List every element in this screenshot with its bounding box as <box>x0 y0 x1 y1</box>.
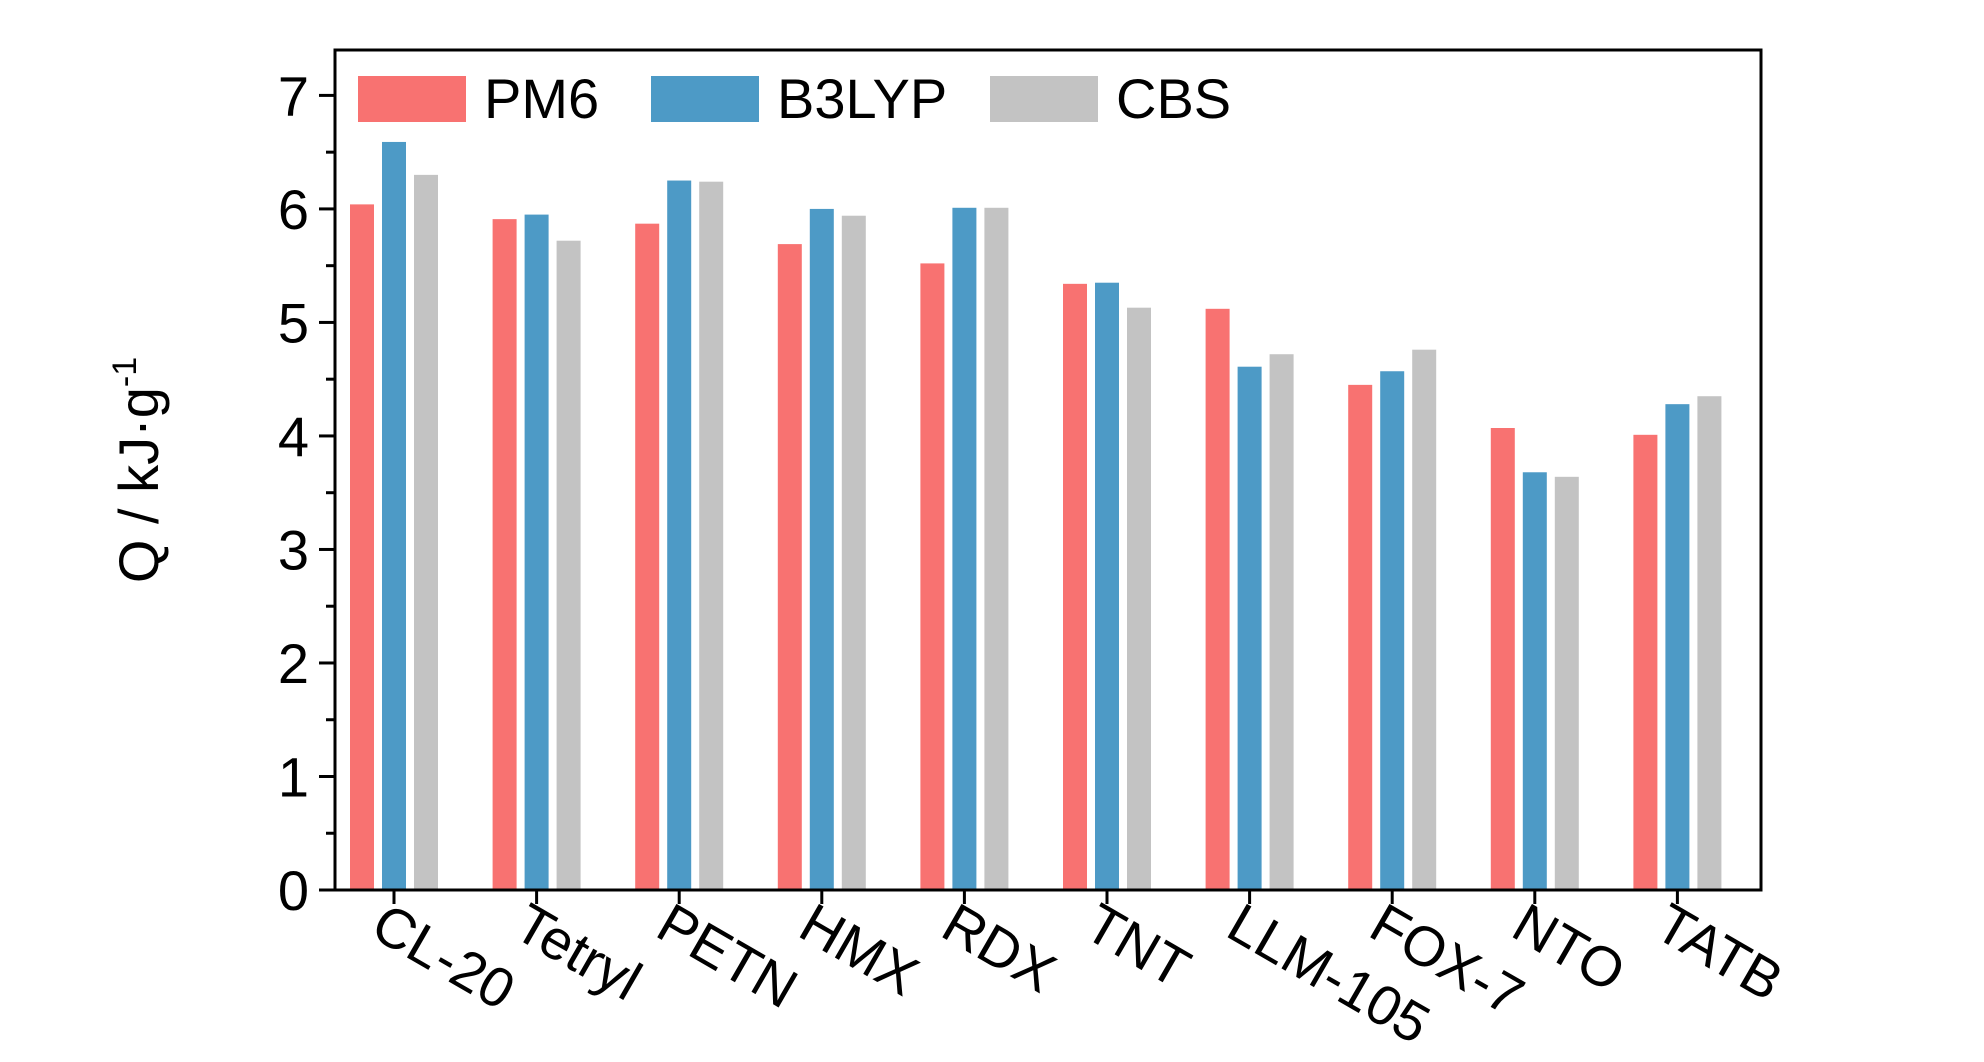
legend-swatch-b3lyp <box>651 76 759 122</box>
bar-cbs-llm-105 <box>1269 354 1294 891</box>
y-axis-title-main: Q / kJ·g <box>107 387 170 583</box>
bar-cbs-cl-20 <box>414 174 438 890</box>
bar-b3lyp-tatb <box>1665 404 1690 890</box>
bar-cbs-rdx <box>984 207 1009 890</box>
legend-label-pm6: PM6 <box>484 67 599 130</box>
bar-b3lyp-tnt <box>1095 282 1119 890</box>
bar-cbs-tnt <box>1127 307 1151 891</box>
bar-pm6-petn <box>635 223 660 891</box>
x-tick-label-tetryl: Tetryl <box>505 891 652 1012</box>
y-tick-label: 4 <box>278 405 309 468</box>
y-tick-label: 5 <box>278 291 309 354</box>
bar-pm6-tetryl <box>492 219 517 890</box>
x-tick-label-rdx: RDX <box>932 891 1066 1005</box>
bar-b3lyp-llm-105 <box>1237 366 1262 890</box>
legend-swatch-cbs <box>990 76 1098 122</box>
bar-cbs-nto <box>1554 476 1579 890</box>
y-tick-label: 3 <box>278 518 309 581</box>
y-axis: 0 1 2 3 4 5 6 7 <box>278 64 335 922</box>
bar-b3lyp-petn <box>667 180 692 891</box>
bar-cbs-hmx <box>841 215 866 890</box>
bar-pm6-rdx <box>920 263 945 890</box>
bars-layer <box>350 141 1722 891</box>
y-tick-label: 0 <box>278 859 309 922</box>
x-tick-label-hmx: HMX <box>790 891 929 1008</box>
legend-label-cbs: CBS <box>1116 67 1231 130</box>
bar-b3lyp-hmx <box>809 208 834 890</box>
y-axis-title-superscript: -1 <box>106 357 144 387</box>
y-tick-label: 2 <box>278 632 309 695</box>
bar-pm6-fox-7 <box>1348 384 1373 890</box>
bar-cbs-tatb <box>1697 396 1722 890</box>
bar-b3lyp-cl-20 <box>382 141 406 891</box>
y-tick-label: 7 <box>278 64 309 127</box>
bar-cbs-tetryl <box>556 240 581 890</box>
bar-pm6-tnt <box>1063 283 1087 890</box>
bar-pm6-cl-20 <box>350 204 374 891</box>
x-tick-label-tnt: TNT <box>1075 891 1201 1000</box>
x-tick-label-tatb: TATB <box>1645 891 1793 1013</box>
bar-b3lyp-tetryl <box>524 214 549 890</box>
bar-cbs-fox-7 <box>1412 349 1437 891</box>
legend-swatch-pm6 <box>358 76 466 122</box>
bar-cbs-petn <box>699 181 724 891</box>
bar-pm6-hmx <box>777 244 802 891</box>
legend: PM6 B3LYP CBS <box>358 67 1231 130</box>
x-tick-label-cl-20: CL-20 <box>362 891 526 1022</box>
bar-b3lyp-rdx <box>952 207 977 890</box>
legend-label-b3lyp: B3LYP <box>777 67 947 130</box>
bar-pm6-nto <box>1490 428 1515 890</box>
bar-pm6-tatb <box>1633 434 1658 890</box>
bar-b3lyp-fox-7 <box>1380 371 1405 890</box>
plot-frame <box>333 48 1763 892</box>
x-tick-label-petn: PETN <box>647 891 808 1020</box>
y-tick-label: 6 <box>278 178 309 241</box>
bar-pm6-llm-105 <box>1205 308 1230 891</box>
y-axis-title: Q / kJ·g-1 <box>106 357 170 583</box>
bar-b3lyp-nto <box>1522 472 1547 890</box>
y-tick-label: 1 <box>278 745 309 808</box>
